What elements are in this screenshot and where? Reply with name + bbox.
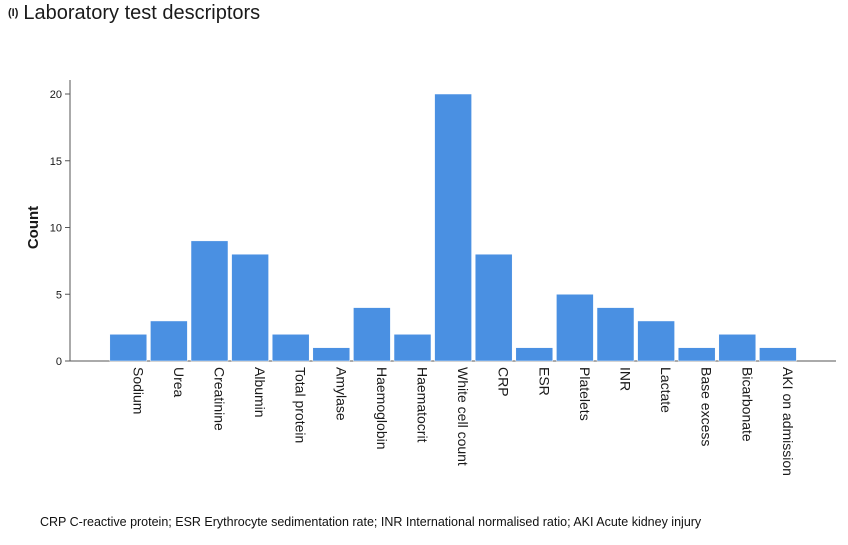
- x-tick-label: CRP: [496, 367, 512, 397]
- chart-title: (I) Laboratory test descriptors: [8, 0, 260, 26]
- bar-esr: [515, 347, 554, 362]
- bar-crp: [474, 253, 513, 362]
- x-tick-label: Haemoglobin: [374, 367, 390, 450]
- bar-platelets: [556, 294, 594, 362]
- x-tick-label: Amylase: [333, 367, 349, 421]
- bar-total-protein: [271, 334, 310, 362]
- bar-base-excess: [677, 347, 716, 362]
- y-tick-label: 0: [56, 356, 62, 368]
- bar-albumin: [231, 253, 269, 362]
- bar-bicarbonate: [718, 334, 757, 362]
- y-tick-label: 10: [50, 223, 62, 235]
- x-tick-label: AKI on admission: [780, 367, 796, 476]
- x-tick-label: Urea: [171, 367, 187, 398]
- chart-title-text: Laboratory test descriptors: [23, 2, 261, 24]
- x-tick-label: Creatinine: [212, 367, 228, 431]
- bar-sodium: [109, 334, 148, 362]
- y-tick-label: 20: [50, 89, 62, 101]
- x-tick-label: ESR: [536, 367, 552, 396]
- x-tick-label: Platelets: [577, 367, 593, 421]
- bar-creatinine: [190, 240, 229, 362]
- x-tick-label: Bicarbonate: [739, 367, 755, 442]
- bar-inr: [596, 307, 635, 362]
- bar-amylase: [312, 347, 351, 362]
- x-tick-label: Base excess: [699, 367, 715, 446]
- y-tick-label: 5: [56, 289, 62, 301]
- panel-label: (I): [8, 7, 19, 19]
- x-tick-label: INR: [618, 367, 634, 391]
- bar-lactate: [637, 320, 675, 362]
- x-tick-label: Lactate: [658, 367, 674, 413]
- x-tick-label: Albumin: [252, 367, 268, 418]
- y-axis-title: Count: [25, 206, 42, 249]
- bar-haematocrit: [393, 334, 432, 362]
- bar-white-cell-count: [434, 93, 472, 362]
- y-tick-label: 15: [50, 156, 62, 168]
- x-tick-label: Haematocrit: [415, 367, 431, 443]
- bar-haemoglobin: [353, 307, 391, 362]
- x-tick-label: Total protein: [293, 367, 309, 443]
- x-tick-label: White cell count: [455, 367, 471, 466]
- bar-urea: [150, 320, 188, 362]
- footnote: CRP C-reactive protein; ESR Erythrocyte …: [40, 515, 702, 529]
- x-tick-label: Sodium: [130, 367, 146, 414]
- bar-aki-on-admission: [759, 347, 797, 362]
